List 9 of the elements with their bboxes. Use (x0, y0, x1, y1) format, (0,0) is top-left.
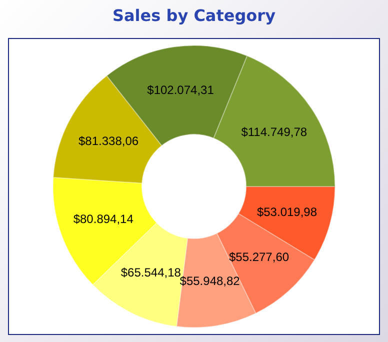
chart-title: Sales by Category (111, 6, 276, 25)
data-label: $114.749,78 (241, 124, 308, 139)
data-label: $53.019,98 (256, 204, 318, 219)
data-label: $65.544,18 (120, 265, 182, 280)
data-label: $102.074,31 (147, 83, 214, 98)
data-label: $55.277,60 (228, 250, 290, 264)
data-label: $81.338,06 (78, 134, 139, 148)
data-label: $80.894,14 (73, 212, 134, 226)
data-label: $55.948,82 (180, 274, 240, 288)
